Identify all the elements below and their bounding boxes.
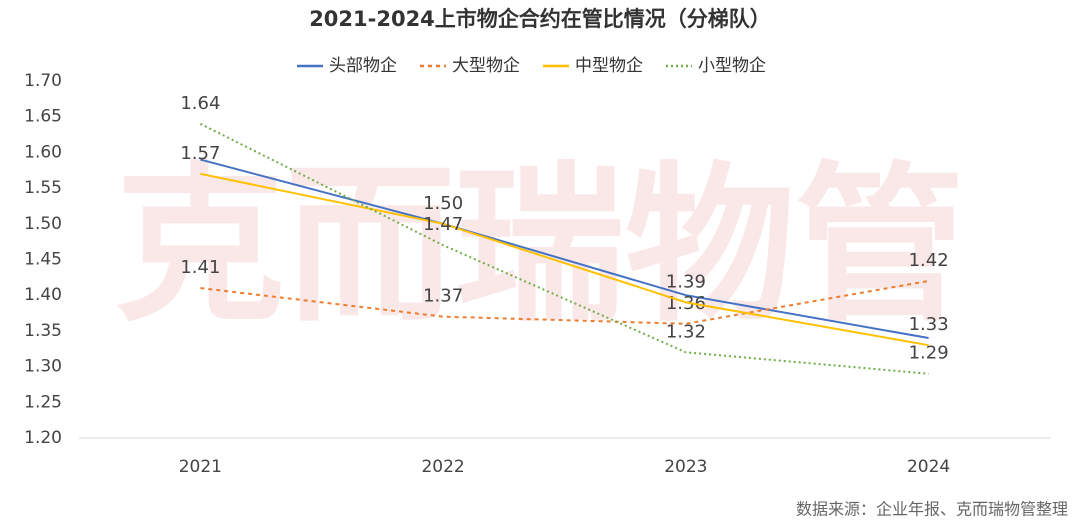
value-label: 1.50 [423,193,463,214]
value-label: 1.57 [180,143,220,164]
value-label: 1.37 [423,286,463,307]
y-tick-label: 1.60 [24,142,62,162]
series-line [200,279,929,325]
x-tick-label: 2024 [907,457,950,477]
value-label: 1.42 [909,250,949,271]
series-line [199,122,929,375]
value-label: 1.39 [666,271,706,292]
y-tick-label: 1.70 [24,71,62,91]
y-tick-label: 1.25 [24,392,62,412]
y-tick-label: 1.40 [24,285,62,305]
legend-label: 中型物企 [575,56,643,76]
value-label: 1.47 [423,214,463,235]
y-tick-label: 1.45 [24,250,62,270]
series-line [200,158,929,340]
y-tick-label: 1.35 [24,321,62,341]
y-tick-label: 1.50 [24,214,62,234]
legend-label: 小型物企 [698,56,766,76]
y-tick-label: 1.65 [24,107,62,127]
value-label: 1.41 [180,257,220,278]
y-tick-label: 1.20 [24,428,62,448]
legend-label: 头部物企 [329,56,397,76]
series-line [200,172,929,347]
watermark: 克而瑞物管 [115,147,965,345]
value-label: 1.29 [909,343,949,364]
value-label: 1.64 [180,93,220,114]
x-tick-label: 2021 [179,457,222,477]
chart-title: 2021-2024上市物企合约在管比情况（分梯队） [309,7,771,31]
source-note: 数据来源：企业年报、克而瑞物管整理 [796,500,1068,519]
x-tick-label: 2022 [421,457,464,477]
value-label: 1.32 [666,321,706,342]
y-tick-label: 1.55 [24,178,62,198]
value-label: 1.33 [909,314,949,335]
legend-label: 大型物企 [452,56,520,76]
x-tick-label: 2023 [664,457,707,477]
y-tick-label: 1.30 [24,357,62,377]
